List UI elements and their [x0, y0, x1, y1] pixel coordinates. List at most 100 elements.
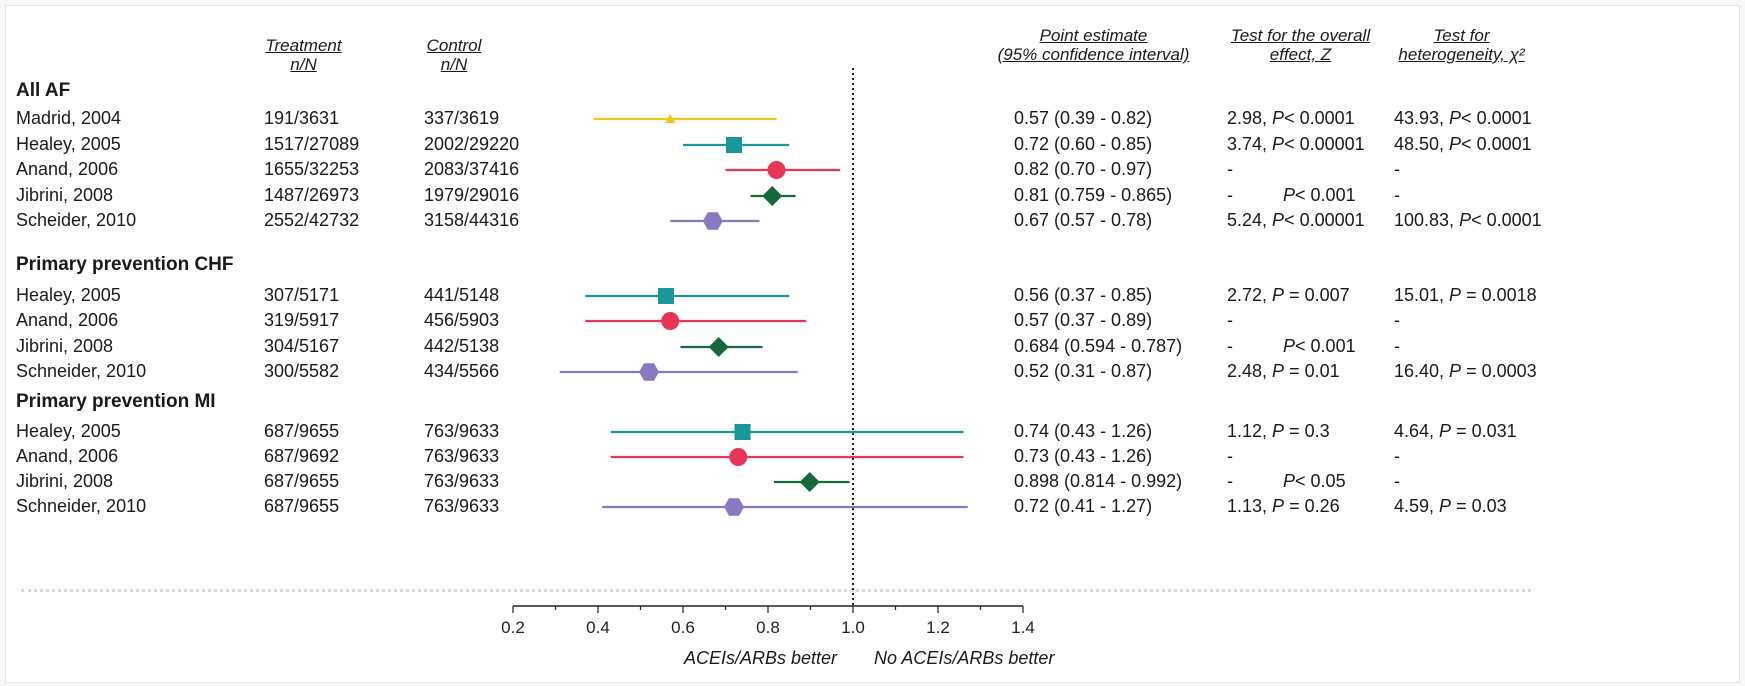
heterogeneity-test-part-2: = 0.0003	[1461, 361, 1537, 381]
overall-effect-test-part-1: P	[1272, 285, 1285, 305]
heterogeneity-test: -	[1394, 470, 1400, 492]
overall-effect-test-part-0: 3.74,	[1227, 134, 1273, 154]
treatment-header-line1: Treatment	[265, 36, 342, 55]
study-name: Anand, 2006	[16, 310, 119, 330]
section-title: All AF	[16, 80, 71, 101]
triangle-marker	[665, 114, 676, 123]
overall-effect-test-part-1: P	[1283, 471, 1296, 491]
overall-effect-test-part-0: -	[1227, 185, 1284, 205]
hexagon-marker	[702, 212, 723, 230]
overall-effect-test: 1.12, P = 0.3	[1227, 420, 1330, 442]
overall-effect-test-part-1: P	[1272, 134, 1285, 154]
diamond-marker	[708, 337, 729, 357]
study-name: Jibrini, 2008	[16, 336, 114, 356]
control-count: 763/9633	[424, 446, 500, 466]
overall-effect-test-part-2: < 0.00001	[1284, 134, 1365, 154]
control-count: 763/9633	[424, 471, 500, 491]
overall-effect-header-line1: Test for the overall	[1230, 26, 1371, 45]
treatment-count: 191/3631	[264, 108, 340, 128]
heterogeneity-test-part-2: = 0.0018	[1461, 285, 1537, 305]
study-name: Jibrini, 2008	[16, 471, 114, 491]
heterogeneity-test-part-2: < 0.0001	[1461, 134, 1532, 154]
treatment-count: 687/9655	[264, 421, 340, 441]
heterogeneity-test: 100.83, P< 0.0001	[1394, 209, 1542, 231]
control-count: 3158/44316	[424, 210, 520, 230]
overall-effect-test-part-2: < 0.0001	[1284, 108, 1355, 128]
point-estimate: 0.684 (0.594 - 0.787)	[1014, 336, 1183, 356]
left-axis-caption: ACEIs/ARBs better	[684, 648, 838, 668]
point-estimate: 0.52 (0.31 - 0.87)	[1014, 361, 1153, 381]
overall-effect-test-part-0: -	[1227, 336, 1284, 356]
heterogeneity-test-part-0: 4.64,	[1394, 421, 1440, 441]
forest-plot-figure: Treatment n/N Control n/N Point estimate…	[5, 5, 1740, 683]
square-marker	[726, 137, 742, 153]
overall-effect-test-part-0: -	[1227, 446, 1233, 466]
heterogeneity-header-line1: Test for	[1433, 26, 1490, 45]
heterogeneity-test-part-1: P	[1449, 361, 1462, 381]
heterogeneity-test-part-0: -	[1394, 471, 1400, 491]
heterogeneity-test-part-0: 4.59,	[1394, 496, 1440, 516]
control-count: 763/9633	[424, 421, 500, 441]
treatment-count: 304/5167	[264, 336, 340, 356]
overall-effect-test-part-1: P	[1272, 361, 1285, 381]
x-axis-tick-label: 1.2	[926, 618, 950, 637]
overall-effect-test: 2.48, P = 0.01	[1227, 360, 1340, 382]
point-estimate: 0.81 (0.759 - 0.865)	[1014, 185, 1173, 205]
overall-effect-test-part-1: P	[1283, 336, 1296, 356]
study-name: Anand, 2006	[16, 446, 119, 466]
point-estimate: 0.67 (0.57 - 0.78)	[1014, 210, 1153, 230]
treatment-count: 687/9655	[264, 496, 340, 516]
overall-effect-test: 2.98, P< 0.0001	[1227, 107, 1355, 129]
point-estimate: 0.74 (0.43 - 1.26)	[1014, 421, 1153, 441]
overall-effect-test: 5.24, P< 0.00001	[1227, 209, 1365, 231]
overall-effect-test: 1.13, P = 0.26	[1227, 495, 1340, 517]
treatment-count: 687/9692	[264, 446, 340, 466]
point-estimate: 0.73 (0.43 - 1.26)	[1014, 446, 1153, 466]
overall-effect-test-part-0: 2.72,	[1227, 285, 1273, 305]
treatment-count: 1487/26973	[264, 185, 360, 205]
control-header-line2: n/N	[440, 55, 468, 74]
heterogeneity-test: 43.93, P< 0.0001	[1394, 107, 1532, 129]
heterogeneity-test-part-1: P	[1439, 496, 1452, 516]
truncated-row-remnant	[21, 589, 1531, 592]
study-name: Jibrini, 2008	[16, 185, 114, 205]
point-estimate: 0.56 (0.37 - 0.85)	[1014, 285, 1153, 305]
circle-marker	[767, 161, 786, 179]
treatment-count: 300/5582	[264, 361, 340, 381]
overall-effect-test-part-1: P	[1272, 496, 1285, 516]
control-count: 442/5138	[424, 336, 500, 356]
overall-effect-test-part-0: 1.13,	[1227, 496, 1273, 516]
control-count: 337/3619	[424, 108, 500, 128]
overall-effect-test-part-2: < 0.001	[1295, 185, 1356, 205]
treatment-count: 307/5171	[264, 285, 340, 305]
overall-effect-test: 3.74, P< 0.00001	[1227, 133, 1365, 155]
x-axis-tick-label: 0.4	[586, 618, 610, 637]
overall-effect-test-part-0: -	[1227, 310, 1233, 330]
section-title: Primary prevention MI	[16, 391, 216, 412]
heterogeneity-test: -	[1394, 309, 1400, 331]
treatment-count: 2552/42732	[264, 210, 360, 230]
overall-effect-test-part-1: P	[1272, 210, 1285, 230]
point-estimate: 0.82 (0.70 - 0.97)	[1014, 159, 1153, 179]
overall-effect-test-part-2: < 0.05	[1295, 471, 1346, 491]
overall-effect-test: - P< 0.05	[1227, 470, 1346, 492]
control-count: 441/5148	[424, 285, 500, 305]
treatment-count: 319/5917	[264, 310, 340, 330]
heterogeneity-test: 15.01, P = 0.0018	[1394, 284, 1537, 306]
study-name: Schneider, 2010	[16, 361, 147, 381]
hexagon-marker	[724, 498, 744, 516]
overall-effect-test-part-0: -	[1227, 471, 1284, 491]
forest-plot-area: 0.2 0.4 0.6 0.8 1.0 1.2 1.4	[501, 68, 1035, 637]
heterogeneity-test-part-1: P	[1439, 421, 1452, 441]
heterogeneity-test: 4.64, P = 0.031	[1394, 420, 1517, 442]
overall-effect-test-part-2: = 0.01	[1284, 361, 1340, 381]
overall-effect-test-part-0: 1.12,	[1227, 421, 1273, 441]
study-name: Schneider, 2010	[16, 496, 147, 516]
x-axis-tick-label: 0.2	[501, 618, 525, 637]
heterogeneity-test-part-0: -	[1394, 185, 1400, 205]
treatment-count: 1517/27089	[264, 134, 360, 154]
study-name: Anand, 2006	[16, 159, 119, 179]
x-axis-tick-label: 0.6	[671, 618, 695, 637]
control-count: 1979/29016	[424, 185, 520, 205]
overall-effect-test: -	[1227, 158, 1233, 180]
